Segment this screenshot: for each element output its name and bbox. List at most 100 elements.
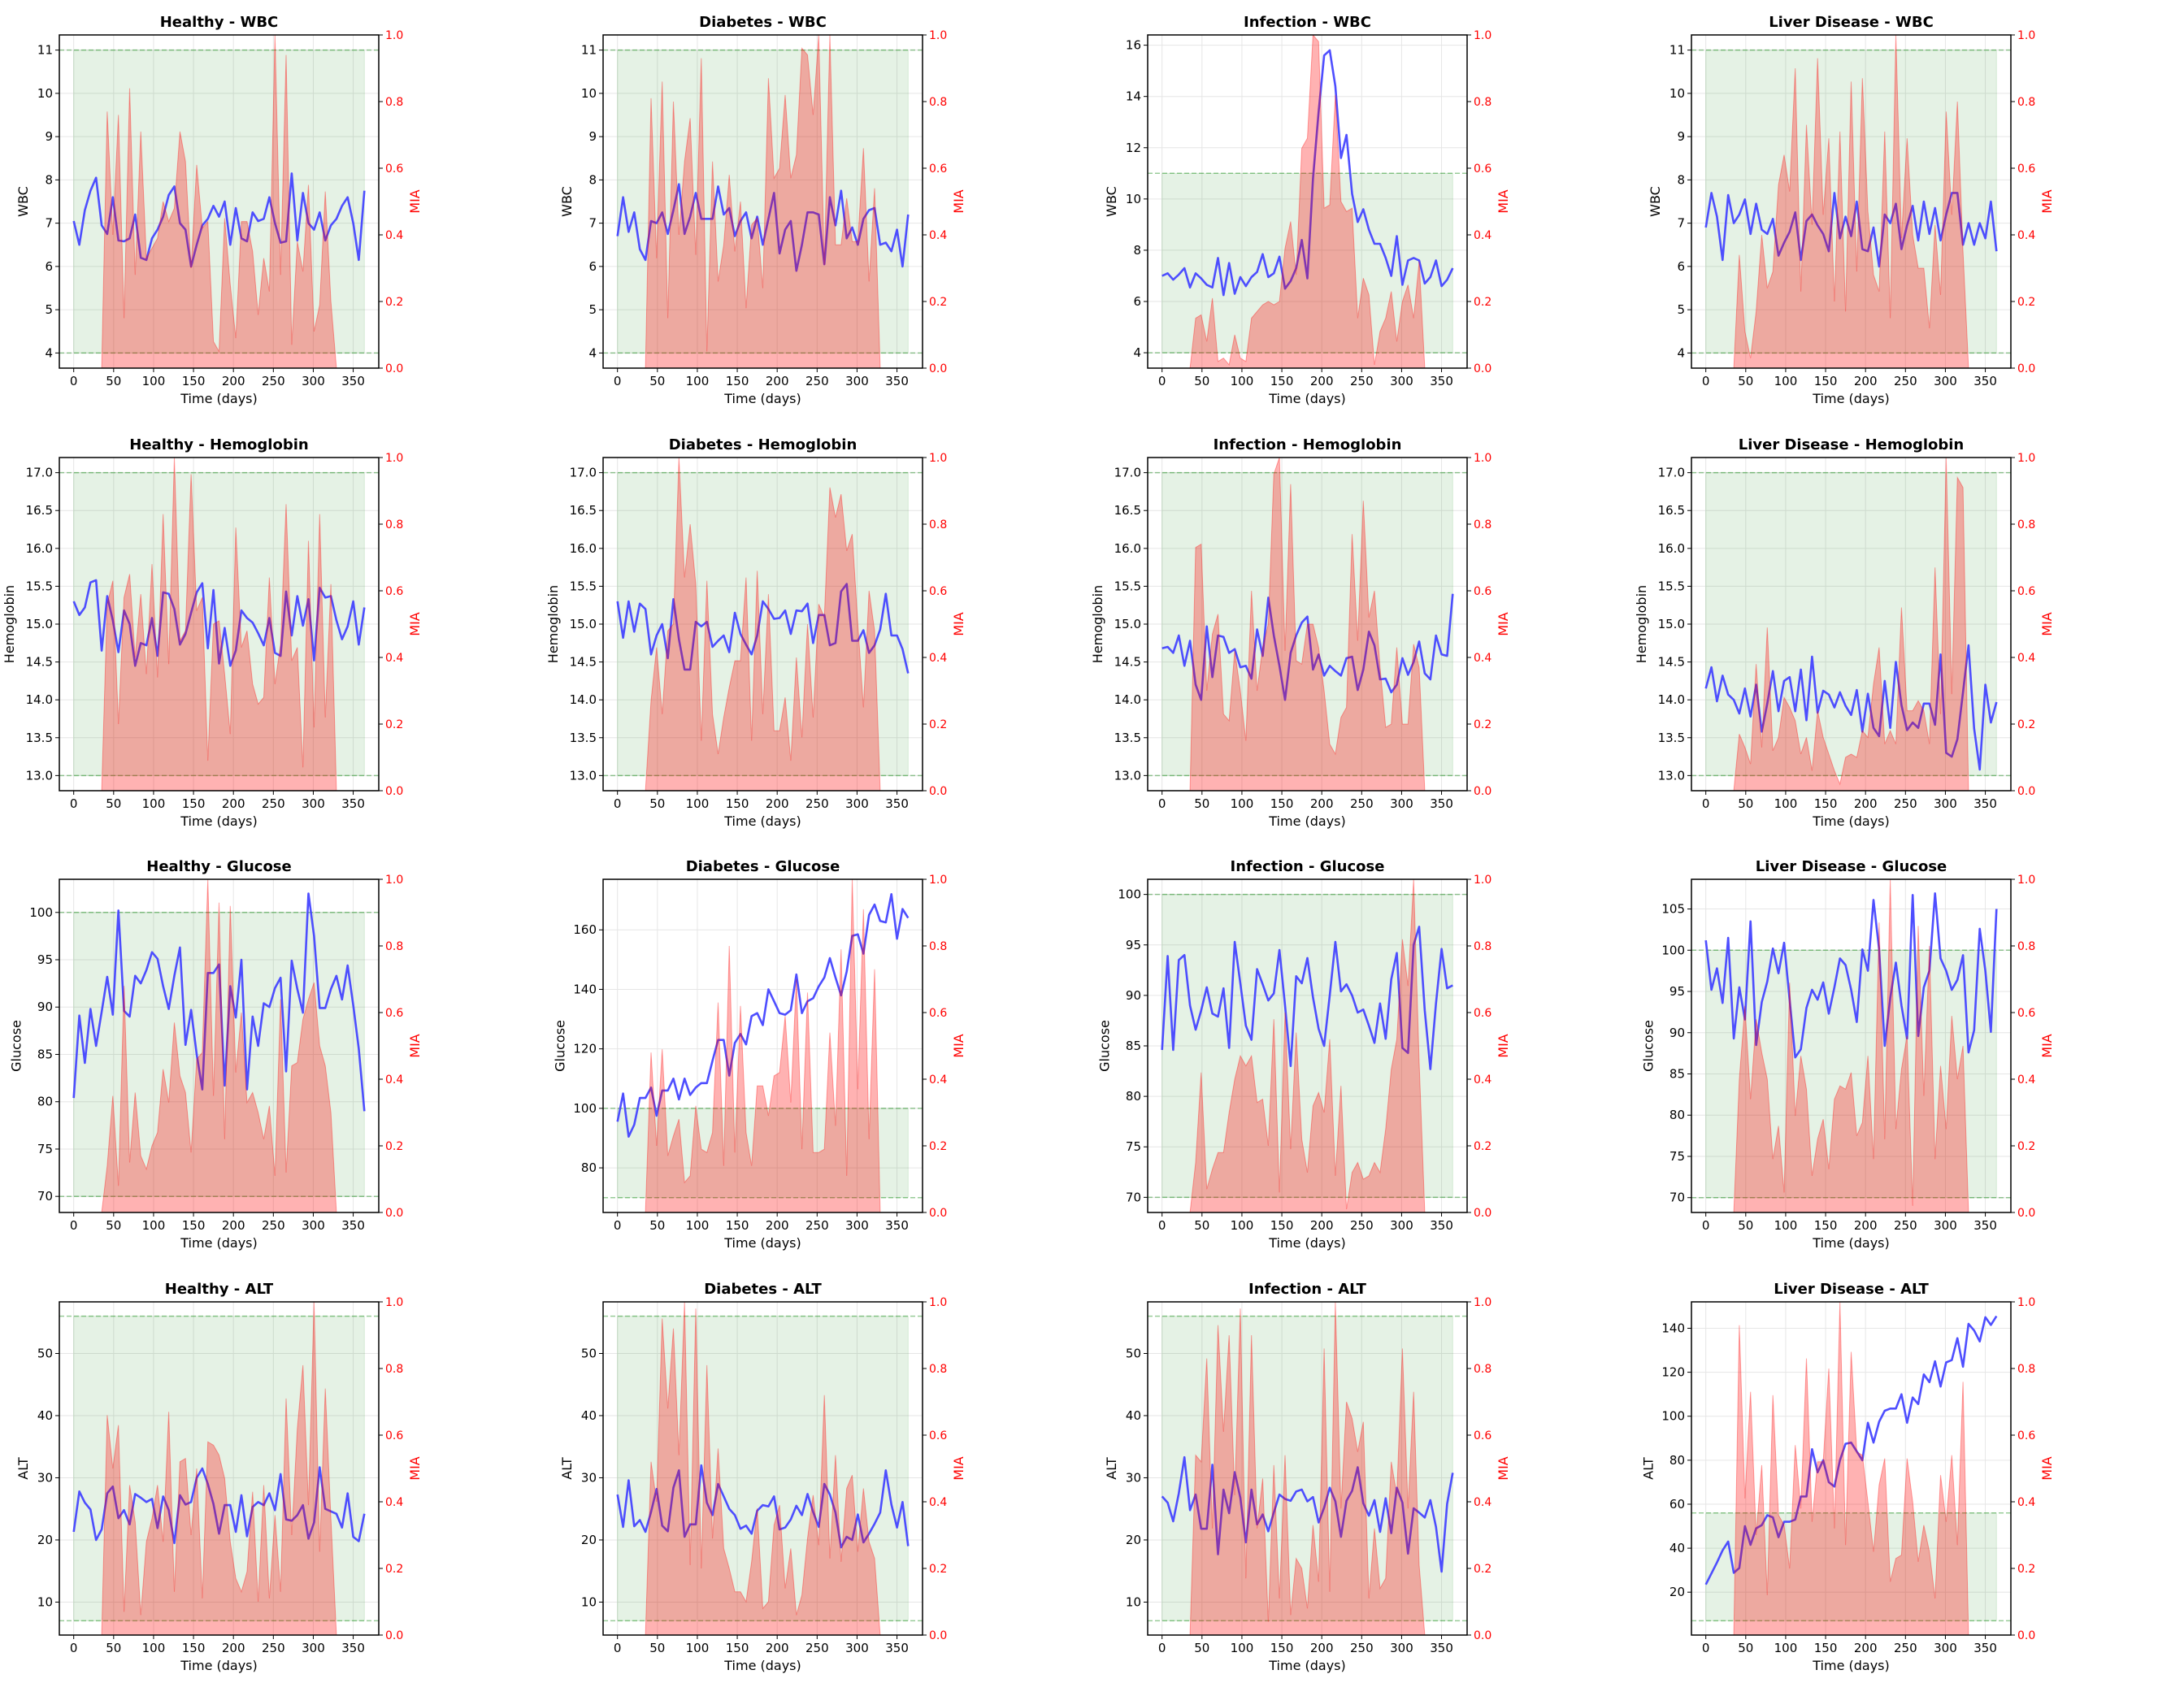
y2-tick-label: 0.8 (929, 96, 947, 109)
mia-area (645, 1302, 881, 1635)
subplot-title: Liver Disease - WBC (1769, 14, 1934, 31)
plot-area (1691, 458, 2011, 791)
y-axis-label: Glucose (9, 1020, 24, 1072)
x-tick-label: 150 (1270, 796, 1294, 811)
axes-frame (59, 878, 380, 1213)
y2-tick-label: 0.6 (1474, 163, 1491, 176)
axes-frame (1691, 878, 2012, 1213)
y2-axis-label: MIA (1496, 1456, 1511, 1481)
x-tick-label: 150 (1814, 374, 1838, 388)
y2-tick-label: 0.4 (1474, 652, 1491, 665)
y-tick-label: 80 (1669, 1453, 1685, 1468)
x-tick-label: 50 (649, 1218, 665, 1233)
x-tick-label: 150 (1814, 796, 1838, 811)
y-tick-label: 7 (45, 216, 53, 231)
x-tick-label: 350 (341, 796, 365, 811)
y2-tick-label: 1.0 (385, 452, 403, 465)
y-tick-label: 80 (1669, 1108, 1685, 1122)
x-tick-label: 150 (726, 1218, 749, 1233)
y-tick-label: 12 (1126, 141, 1141, 155)
grid (1148, 879, 1467, 1212)
y-tick-label: 14 (1126, 89, 1141, 104)
y-tick-label: 15.0 (26, 617, 53, 631)
x-tick-label: 150 (1814, 1641, 1838, 1655)
mia-area (1189, 1302, 1426, 1635)
y2-tick-label: 0.8 (929, 1363, 947, 1376)
mia-area (645, 458, 881, 791)
y2-axis-label: MIA (2039, 1456, 2055, 1481)
subplot-title: Infection - Glucose (1231, 858, 1385, 875)
y-tick-label: 10 (581, 1594, 597, 1609)
y-axis-label: WBC (1104, 186, 1119, 217)
y2-tick-label: 0.4 (2017, 1074, 2035, 1087)
y-tick-label: 14.5 (1658, 655, 1685, 670)
x-tick-label: 250 (1894, 796, 1917, 811)
axes-frame (1691, 34, 2012, 369)
y-tick-label: 10 (1126, 192, 1141, 206)
x-tick-label: 200 (1854, 796, 1878, 811)
y2-tick-label: 0.8 (2017, 1363, 2035, 1376)
x-tick-label: 350 (885, 1218, 909, 1233)
grid (1691, 879, 2011, 1212)
y-tick-label: 80 (581, 1160, 597, 1175)
y2-tick-label: 1.0 (2017, 452, 2035, 465)
y2-tick-label: 0.0 (2017, 1207, 2035, 1220)
subplot-diabetes-hemoglobin: 0 50 100 150 200 250 300 350 13.0 13.5 14.0 14.5 15.… (545, 436, 966, 829)
y-axis-label: ALT (559, 1457, 575, 1480)
y-tick-label: 20 (1669, 1585, 1685, 1599)
y2-tick-label: 0.6 (2017, 1007, 2035, 1020)
plot-area (1148, 1302, 1467, 1635)
y-tick-label: 60 (1669, 1497, 1685, 1512)
mia-area (645, 879, 881, 1212)
normal-range-band (1705, 50, 1997, 354)
x-tick-label: 250 (262, 1218, 285, 1233)
y2-axis-label: MIA (2039, 612, 2055, 636)
x-tick-label: 100 (1774, 1218, 1798, 1233)
x-tick-label: 100 (686, 1641, 710, 1655)
y2-tick-label: 0.2 (2017, 296, 2035, 309)
y2-tick-label: 0.4 (1474, 1496, 1491, 1509)
plot-area (59, 458, 379, 791)
lab-value-line (1161, 49, 1454, 297)
y-tick-label: 75 (37, 1142, 53, 1156)
y2-tick-label: 0.6 (385, 163, 403, 176)
y2-tick-label: 1.0 (929, 452, 947, 465)
y-tick-label: 10 (37, 1594, 53, 1609)
y2-tick-label: 0.0 (1474, 1207, 1491, 1220)
mia-area (101, 1302, 337, 1635)
x-tick-label: 250 (1350, 1641, 1374, 1655)
y2-tick-label: 0.4 (1474, 1074, 1491, 1087)
subplot-title: Liver Disease - Hemoglobin (1739, 436, 1965, 453)
subplot-title: Infection - WBC (1244, 14, 1371, 31)
y-tick-label: 160 (573, 922, 597, 937)
plot-area (1691, 1302, 2011, 1635)
x-tick-label: 150 (182, 374, 206, 388)
y-axis-label: Hemoglobin (1090, 585, 1105, 663)
y2-axis-label: MIA (407, 612, 423, 636)
y-tick-label: 100 (1118, 887, 1141, 902)
x-tick-label: 50 (1194, 796, 1209, 811)
lab-value-line (72, 579, 366, 667)
subplot-liver-disease-glucose: 0 50 100 150 200 250 300 350 70 75 80 85 90 95 100 105 0… (1641, 858, 2056, 1251)
lab-value-line (1161, 593, 1454, 701)
x-tick-label: 0 (1158, 796, 1166, 811)
y-tick-label: 30 (581, 1470, 597, 1485)
x-tick-label: 50 (106, 1641, 121, 1655)
x-tick-label: 50 (649, 1641, 665, 1655)
y-tick-label: 8 (45, 172, 53, 187)
x-tick-label: 350 (1430, 374, 1453, 388)
lab-value-line (1161, 926, 1453, 1070)
x-tick-label: 0 (70, 1218, 78, 1233)
x-axis-label: Time (days) (1268, 1658, 1346, 1673)
normal-range-band (73, 50, 365, 354)
y-tick-label: 10 (581, 86, 597, 101)
x-tick-label: 150 (726, 374, 749, 388)
x-tick-label: 250 (262, 796, 285, 811)
y-tick-label: 15.0 (1658, 617, 1685, 631)
x-tick-label: 200 (222, 1641, 245, 1655)
y2-tick-label: 0.4 (1474, 229, 1491, 242)
y-tick-label: 4 (588, 345, 597, 360)
normal-range-band (617, 1108, 909, 1199)
y-tick-label: 50 (581, 1346, 597, 1360)
